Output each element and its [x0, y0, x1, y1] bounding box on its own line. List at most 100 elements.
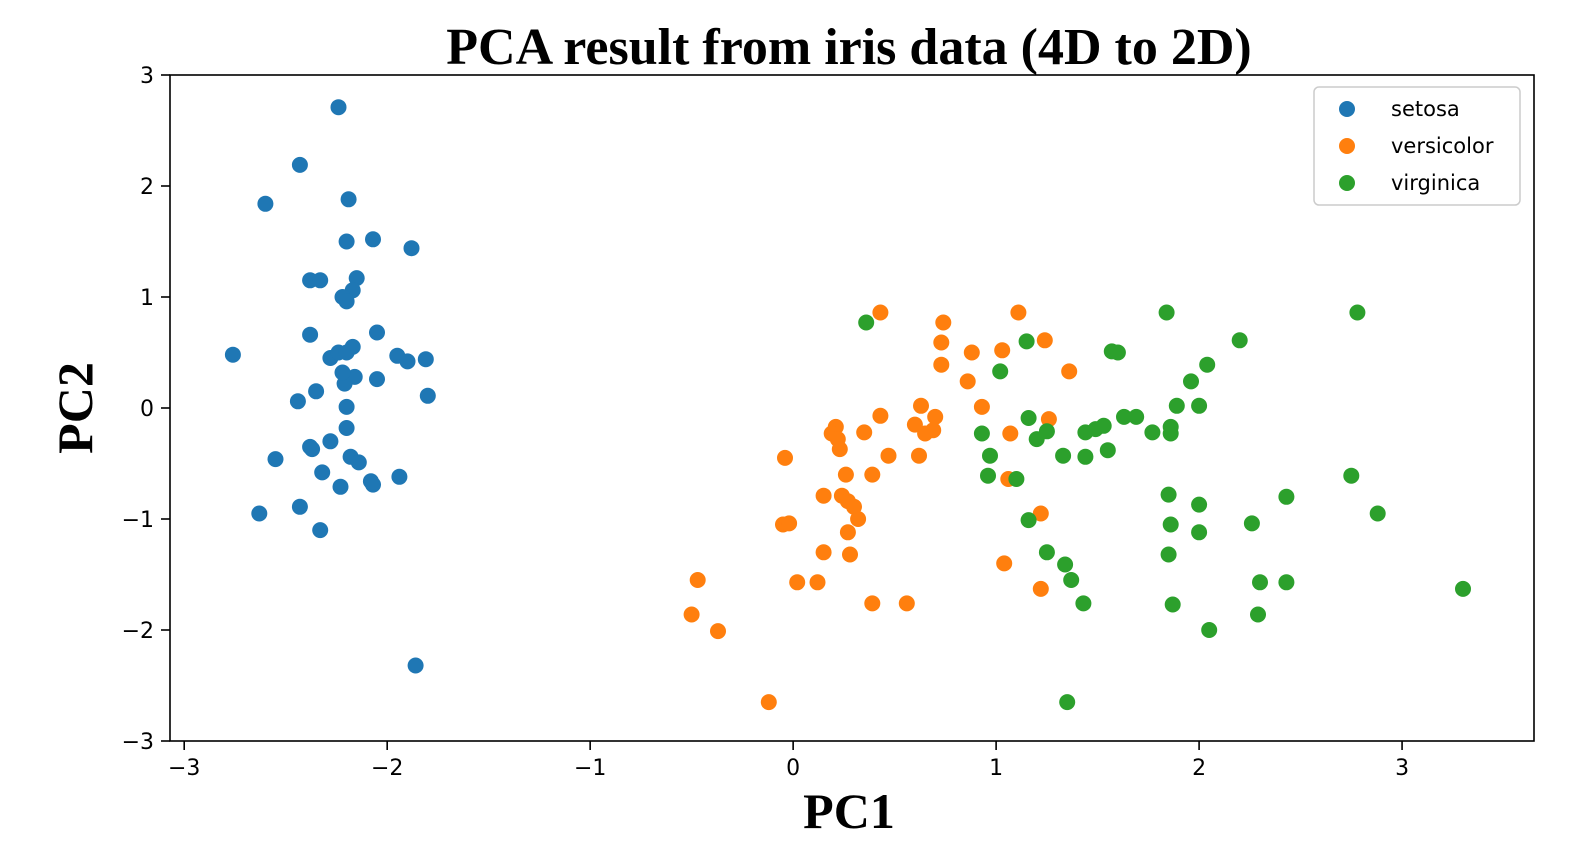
virginica-point — [982, 447, 998, 464]
versicolor-point — [846, 498, 862, 515]
virginica-point — [1168, 397, 1185, 414]
versicolor-point — [994, 342, 1011, 359]
virginica-point — [1075, 595, 1092, 612]
versicolor-point — [963, 344, 980, 361]
versicolor-point — [933, 334, 950, 351]
virginica-point — [1144, 424, 1161, 441]
versicolor-point — [789, 574, 806, 591]
legend-marker-setosa — [1339, 101, 1355, 117]
versicolor-point — [815, 544, 832, 561]
setosa-point — [369, 324, 385, 341]
series-virginica — [858, 304, 1471, 711]
virginica-point — [1018, 333, 1035, 350]
virginica-point — [1109, 344, 1126, 361]
setosa-point — [338, 398, 355, 415]
versicolor-point — [777, 449, 793, 466]
versicolor-point — [809, 574, 826, 591]
virginica-point — [1028, 431, 1045, 448]
setosa-point — [338, 344, 355, 361]
virginica-point — [1349, 304, 1366, 321]
setosa-point — [314, 464, 331, 481]
setosa-point — [224, 346, 241, 363]
versicolor-point — [1040, 411, 1057, 428]
setosa-point — [338, 293, 355, 310]
versicolor-point — [872, 407, 889, 424]
virginica-point — [1057, 556, 1074, 573]
setosa-point — [399, 353, 416, 370]
versicolor-point — [683, 606, 700, 623]
versicolor-point — [1032, 505, 1049, 522]
virginica-point — [1199, 356, 1216, 373]
versicolor-point — [710, 623, 726, 640]
virginica-point — [1116, 408, 1132, 425]
virginica-point — [980, 467, 996, 484]
y-axis-ticks: −3 −2 −1 0 1 2 3 — [122, 64, 170, 755]
y-tick-label: 0 — [140, 397, 154, 422]
setosa-point — [289, 393, 306, 410]
versicolor-point — [781, 515, 798, 532]
setosa-point — [419, 387, 436, 404]
virginica-point — [1183, 373, 1199, 390]
setosa-point — [312, 272, 329, 289]
virginica-point — [1158, 304, 1175, 321]
versicolor-point — [1032, 580, 1049, 597]
virginica-point — [1055, 447, 1072, 464]
versicolor-point — [864, 595, 881, 612]
y-tick-label: 1 — [140, 286, 154, 311]
virginica-point — [1059, 694, 1076, 711]
versicolor-point — [996, 555, 1013, 572]
virginica-point — [1077, 424, 1094, 441]
x-tick-label: 1 — [989, 756, 1003, 781]
legend-label-virginica: virginica — [1391, 171, 1480, 195]
versicolor-point — [1036, 332, 1053, 349]
x-tick-label: 3 — [1395, 756, 1409, 781]
virginica-point — [1250, 606, 1266, 623]
setosa-point — [365, 476, 381, 493]
y-tick-label: −3 — [122, 730, 154, 755]
versicolor-point — [842, 546, 858, 563]
legend-box — [1313, 86, 1521, 206]
setosa-point — [338, 233, 355, 250]
virginica-point — [1099, 442, 1116, 459]
virginica-point — [1164, 596, 1181, 613]
virginica-point — [1191, 524, 1208, 541]
setosa-point — [302, 326, 319, 343]
virginica-point — [1278, 488, 1295, 505]
setosa-point — [257, 195, 274, 212]
setosa-point — [332, 478, 349, 495]
setosa-point — [308, 383, 325, 400]
virginica-point — [858, 314, 875, 331]
virginica-point — [1455, 580, 1471, 597]
y-tick-label: 3 — [140, 64, 154, 89]
versicolor-point — [1002, 425, 1019, 442]
versicolor-point — [1010, 304, 1027, 321]
virginica-point — [1369, 505, 1386, 522]
y-tick-label: 2 — [140, 175, 154, 200]
x-axis-label: PC1 — [803, 783, 895, 839]
setosa-point — [348, 270, 365, 287]
versicolor-point — [837, 466, 854, 483]
setosa-point — [365, 231, 381, 248]
virginica-point — [1038, 544, 1055, 561]
virginica-point — [1162, 516, 1179, 533]
setosa-point — [267, 451, 284, 468]
virginica-point — [992, 363, 1009, 380]
versicolor-point — [872, 304, 889, 321]
legend-marker-virginica — [1339, 175, 1355, 191]
series-versicolor — [683, 304, 1078, 711]
versicolor-point — [935, 314, 952, 331]
x-tick-label: 0 — [786, 756, 800, 781]
y-tick-label: −2 — [122, 619, 154, 644]
virginica-point — [1343, 467, 1360, 484]
setosa-point — [369, 371, 385, 388]
versicolor-point — [689, 572, 706, 588]
setosa-point — [338, 420, 355, 436]
versicolor-point — [880, 447, 897, 464]
versicolor-point — [913, 397, 929, 414]
versicolor-point — [760, 694, 777, 711]
virginica-point — [1020, 512, 1037, 529]
setosa-point — [322, 433, 339, 450]
setosa-point — [334, 364, 351, 381]
versicolor-point — [959, 373, 976, 390]
legend-label-versicolor: versicolor — [1391, 134, 1494, 158]
